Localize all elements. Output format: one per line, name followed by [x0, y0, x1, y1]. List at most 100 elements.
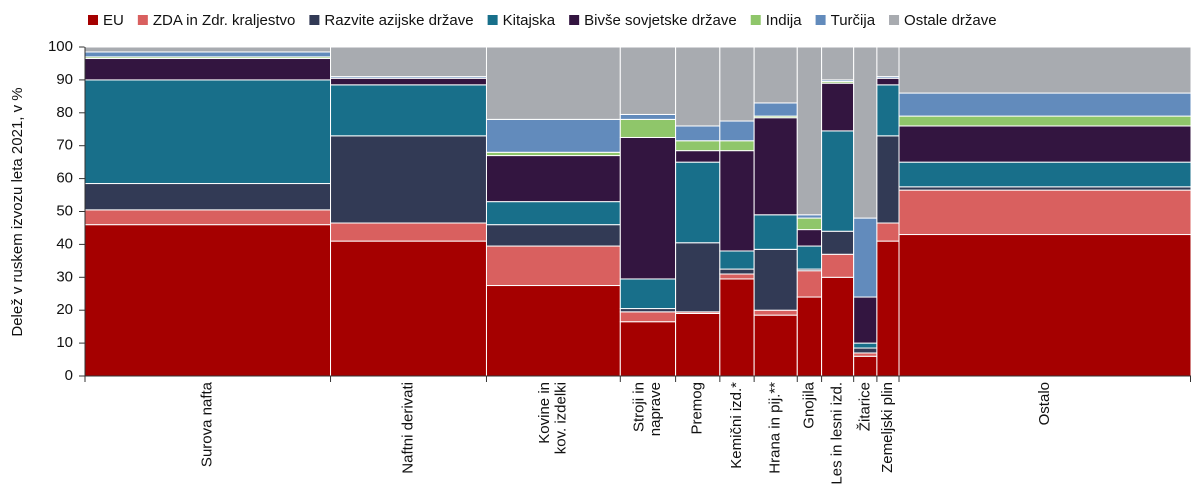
- y-tick-label: 40: [56, 235, 73, 252]
- y-tick-label: 80: [56, 104, 73, 121]
- segment: [796, 245, 823, 270]
- legend-label: Bivše sovjetske države: [584, 12, 737, 29]
- legend-swatch: [309, 15, 320, 25]
- segment: [619, 136, 677, 280]
- segment: [485, 155, 621, 203]
- segment: [853, 342, 878, 349]
- x-tick-label: Žitarice: [856, 382, 873, 431]
- segment: [675, 161, 721, 244]
- segment: [753, 214, 798, 250]
- segment: [675, 125, 721, 142]
- segment: [719, 46, 755, 122]
- segment: [675, 140, 721, 152]
- segment: [796, 229, 823, 247]
- segment: [675, 150, 721, 163]
- segment: [330, 240, 487, 377]
- legend-label: Turčija: [831, 12, 876, 29]
- segment: [821, 82, 855, 132]
- legend-label: Kitajska: [503, 12, 556, 29]
- segment: [853, 296, 878, 344]
- segment: [84, 209, 332, 226]
- segment: [821, 130, 855, 232]
- y-tick-label: 60: [56, 170, 73, 187]
- legend-swatch: [88, 15, 98, 25]
- segment: [821, 46, 855, 81]
- segment: [84, 46, 332, 53]
- x-tick-label: Kovine inkov. izdelki: [536, 382, 570, 454]
- segment: [330, 46, 487, 78]
- segment: [753, 117, 798, 216]
- y-tick-label: 10: [56, 334, 73, 351]
- x-tick-label: Gnojila: [800, 381, 817, 428]
- segment: [876, 84, 900, 137]
- x-tick-label: Zemeljski plin: [879, 382, 896, 473]
- segment: [796, 270, 823, 298]
- segment: [719, 150, 755, 252]
- segment: [485, 118, 621, 153]
- segment: [853, 46, 878, 219]
- legend-label: ZDA in Zdr. kraljestvo: [153, 12, 296, 29]
- segment: [898, 189, 1191, 236]
- x-tick-label: Premog: [689, 382, 706, 435]
- segment: [485, 285, 621, 377]
- y-tick-label: 20: [56, 301, 73, 318]
- x-tick-label: Ostalo: [1036, 382, 1053, 425]
- segment: [853, 217, 878, 298]
- segment: [719, 273, 755, 280]
- y-tick-label: 50: [56, 202, 73, 219]
- segment: [619, 46, 677, 115]
- segment: [898, 161, 1191, 188]
- segment: [719, 250, 755, 270]
- y-tick-label: 100: [48, 38, 73, 55]
- segment: [753, 314, 798, 377]
- legend-swatch: [815, 15, 826, 25]
- segment: [84, 79, 332, 185]
- segment: [898, 46, 1191, 94]
- segment: [619, 278, 677, 310]
- x-tick-label: Kemični izd.*: [728, 382, 745, 469]
- segment: [898, 125, 1191, 163]
- segment: [796, 46, 823, 216]
- legend-swatch: [889, 15, 900, 25]
- segment: [330, 222, 487, 242]
- segment: [619, 118, 677, 138]
- segment: [853, 347, 878, 354]
- segment: [485, 46, 621, 120]
- segment: [876, 240, 900, 377]
- segment: [619, 311, 677, 323]
- legend-swatch: [569, 15, 580, 25]
- segment: [619, 321, 677, 377]
- y-axis-label: Delež v ruskem izvozu leta 2021, v %: [9, 87, 26, 336]
- legend-label: Razvite azijske države: [324, 12, 473, 29]
- segment: [753, 309, 798, 316]
- segment: [876, 135, 900, 224]
- legend-swatch: [487, 15, 498, 25]
- segment: [84, 58, 332, 81]
- segment: [485, 201, 621, 226]
- segment: [876, 46, 900, 78]
- segment: [876, 77, 900, 86]
- segment: [821, 230, 855, 255]
- segment: [898, 92, 1191, 117]
- segment: [753, 102, 798, 117]
- segment: [485, 224, 621, 247]
- legend-label: Ostale države: [904, 12, 997, 29]
- segment: [675, 46, 721, 127]
- segment: [853, 355, 878, 377]
- segment: [84, 183, 332, 211]
- segment: [719, 278, 755, 377]
- segment: [898, 234, 1191, 377]
- y-tick-label: 90: [56, 71, 73, 88]
- x-tick-label: Surova nafta: [199, 381, 216, 467]
- segment: [719, 140, 755, 152]
- y-tick-label: 0: [65, 367, 73, 384]
- segment: [796, 296, 823, 377]
- segment: [719, 268, 755, 275]
- segment: [898, 115, 1191, 127]
- x-tick-label: Les in lesni izd.: [829, 382, 846, 485]
- segment: [675, 312, 721, 377]
- segment: [84, 51, 332, 58]
- legend-label: Indija: [766, 12, 803, 29]
- segment: [753, 248, 798, 311]
